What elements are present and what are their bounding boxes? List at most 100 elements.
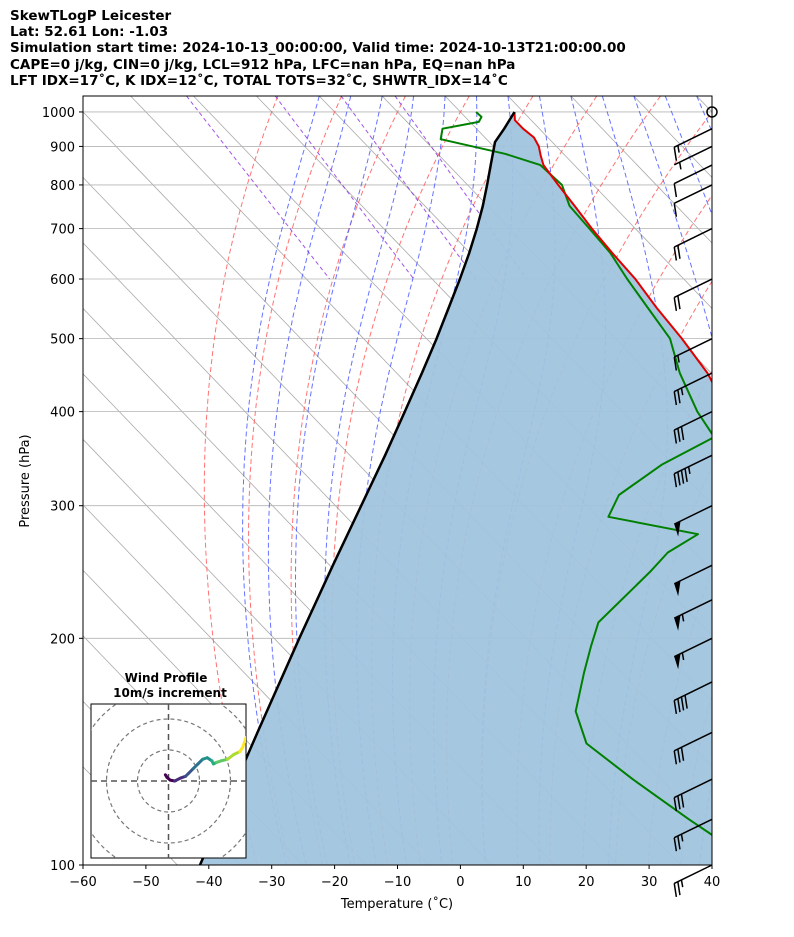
wind-barb-full <box>680 747 685 761</box>
wind-barb <box>673 278 713 311</box>
x-tick-label: 20 <box>578 875 595 890</box>
wind-barb <box>673 505 713 537</box>
wind-barb-full <box>677 698 681 713</box>
wind-barb <box>673 337 713 371</box>
wind-barb <box>673 410 713 444</box>
y-tick-label: 500 <box>50 333 75 348</box>
wind-barb <box>673 128 713 161</box>
wind-barb-half <box>677 145 680 153</box>
wind-barb-full <box>677 881 681 896</box>
dry-adiabat <box>203 96 279 865</box>
wind-barb-full <box>680 793 685 808</box>
wind-barb-staff <box>673 454 713 475</box>
wind-barb-full <box>673 147 678 161</box>
wind-barb-full <box>677 389 681 404</box>
wind-barb-full <box>684 695 688 709</box>
wind-barb-staff <box>673 337 713 358</box>
y-tick-label: 1000 <box>42 106 75 121</box>
wind-barb-full <box>673 837 678 852</box>
wind-barb-flag <box>674 521 681 537</box>
wind-barb-full <box>677 471 681 486</box>
cape-cin-shading <box>200 112 712 865</box>
x-tick-label: 10 <box>515 875 532 890</box>
wind-barb-flag <box>674 615 681 631</box>
wind-barb-full <box>673 797 678 812</box>
wind-barb <box>673 145 713 170</box>
wind-barb-staff <box>673 372 713 393</box>
title-line-4: CAPE=0 j/kg, CIN=0 j/kg, LCL=912 hPa, LF… <box>10 57 516 73</box>
wind-barb-half <box>680 834 684 842</box>
wind-barb-staff <box>673 818 713 839</box>
title-line-5: LFT IDX=17˚C, K IDX=12˚C, TOTAL TOTS=32˚… <box>10 73 508 89</box>
x-tick-label: −20 <box>321 875 348 890</box>
wind-barb <box>673 778 713 812</box>
wind-barb <box>673 184 713 217</box>
y-tick-label: 800 <box>50 179 75 194</box>
wind-barbs <box>673 106 718 897</box>
wind-barb-full <box>680 470 685 484</box>
wind-barb <box>673 564 713 597</box>
y-tick-label: 900 <box>50 140 75 155</box>
wind-barb-staff <box>673 278 713 299</box>
wind-barb-full <box>677 748 681 763</box>
dry-adiabat <box>778 96 794 865</box>
wind-barb-half <box>681 652 685 661</box>
wind-barb-full <box>673 700 678 714</box>
wind-barb-staff <box>673 164 713 185</box>
wind-barb-full <box>673 883 678 897</box>
wind-barb-staff <box>673 681 713 702</box>
x-tick-label: 30 <box>641 875 658 890</box>
wind-barb-calm <box>706 106 718 118</box>
wind-barb <box>673 164 713 198</box>
wind-barb-full <box>673 429 678 444</box>
y-tick-label: 100 <box>50 859 75 874</box>
wind-barb <box>673 818 713 852</box>
x-tick-label: 0 <box>456 875 464 890</box>
wind-barb-full <box>684 468 688 482</box>
wind-barb-half <box>678 162 682 170</box>
wind-barb <box>673 372 713 406</box>
hodograph-inset: Wind Profile 10m/s increment <box>90 671 247 859</box>
wind-barb-staff <box>673 778 713 799</box>
temperature-profile-line <box>513 111 712 384</box>
parcel-profile-line <box>198 111 516 865</box>
wind-barb <box>673 637 713 670</box>
isotherm-line <box>507 96 712 309</box>
wind-barb-staff <box>673 227 713 248</box>
y-axis-label: Pressure (hPa) <box>18 434 33 527</box>
x-axis-label: Temperature (˚C) <box>340 896 453 912</box>
hodograph-ring <box>105 718 232 844</box>
mixing-ratio-line <box>186 96 330 280</box>
wind-barb-staff <box>673 128 713 148</box>
dry-adiabat <box>746 96 794 865</box>
dry-adiabat <box>713 96 794 865</box>
dewpoint-profile-line <box>439 111 712 837</box>
moist-adiabat <box>664 96 712 216</box>
dry-adiabat <box>331 96 470 865</box>
wind-barb <box>673 681 713 714</box>
wind-barb-full <box>673 750 678 765</box>
x-tick-label: −40 <box>195 875 222 890</box>
dry-adiabat <box>248 96 343 865</box>
wind-barb-full <box>673 203 678 217</box>
wind-barb-half <box>680 387 684 396</box>
title-line-2: Lat: 52.61 Lon: -1.03 <box>10 24 169 40</box>
wind-barb <box>673 227 713 261</box>
hodograph-ring <box>136 749 201 813</box>
wind-barb-full <box>677 835 681 850</box>
moist-adiabat <box>633 96 712 865</box>
axes: −60 −50 −40 −30 −20 −10 0 10 20 30 40 1000 900 800 700… <box>42 106 720 890</box>
wind-barb-flag <box>674 653 681 670</box>
wind-barb-full <box>680 696 685 711</box>
hodograph-title: Wind Profile <box>125 671 208 685</box>
y-tick-label: 700 <box>50 223 75 238</box>
wind-barb-staff <box>673 184 713 205</box>
wind-barb-half <box>687 466 691 474</box>
mixing-ratio-line <box>340 96 477 280</box>
moist-adiabat <box>242 96 320 865</box>
wind-barb-staff <box>673 731 713 752</box>
wind-barb-staff <box>673 410 713 431</box>
wind-barb <box>673 864 713 897</box>
wind-barb-flag <box>674 580 681 597</box>
